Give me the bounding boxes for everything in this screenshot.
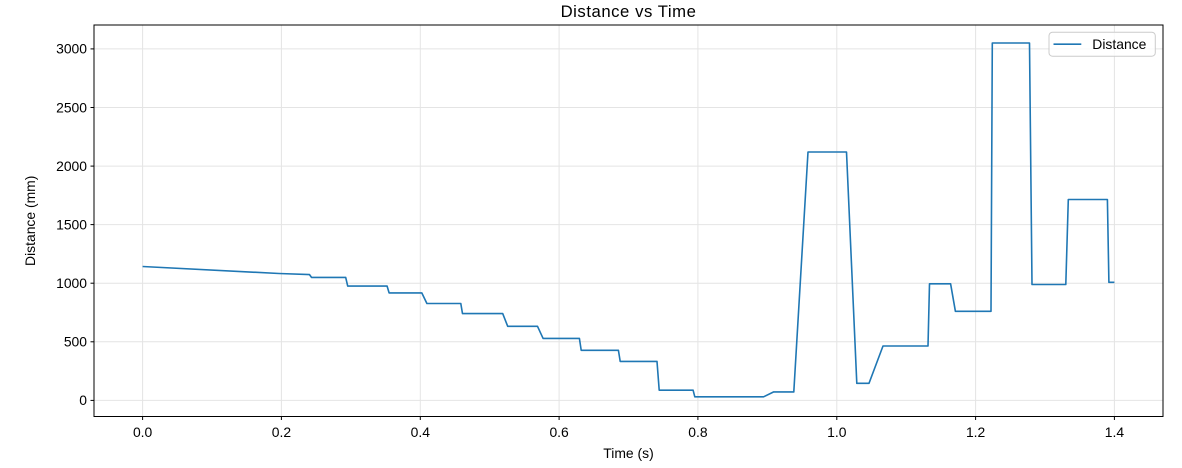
svg-text:0: 0 [79, 392, 87, 408]
svg-text:1000: 1000 [56, 275, 87, 291]
svg-text:2500: 2500 [56, 99, 87, 115]
svg-text:Distance: Distance [1092, 36, 1146, 52]
svg-text:1.0: 1.0 [827, 424, 847, 440]
svg-text:2000: 2000 [56, 158, 87, 174]
svg-text:Distance vs Time: Distance vs Time [561, 2, 697, 21]
svg-text:1.4: 1.4 [1105, 424, 1125, 440]
svg-text:0.6: 0.6 [549, 424, 569, 440]
svg-text:1.2: 1.2 [966, 424, 986, 440]
svg-text:0.0: 0.0 [133, 424, 153, 440]
svg-text:0.8: 0.8 [688, 424, 708, 440]
svg-text:1500: 1500 [56, 216, 87, 232]
svg-text:Distance (mm): Distance (mm) [22, 176, 38, 266]
svg-text:3000: 3000 [56, 41, 87, 57]
svg-text:500: 500 [64, 334, 87, 350]
svg-text:0.4: 0.4 [411, 424, 431, 440]
svg-text:0.2: 0.2 [272, 424, 292, 440]
svg-text:Time (s): Time (s) [603, 445, 653, 461]
